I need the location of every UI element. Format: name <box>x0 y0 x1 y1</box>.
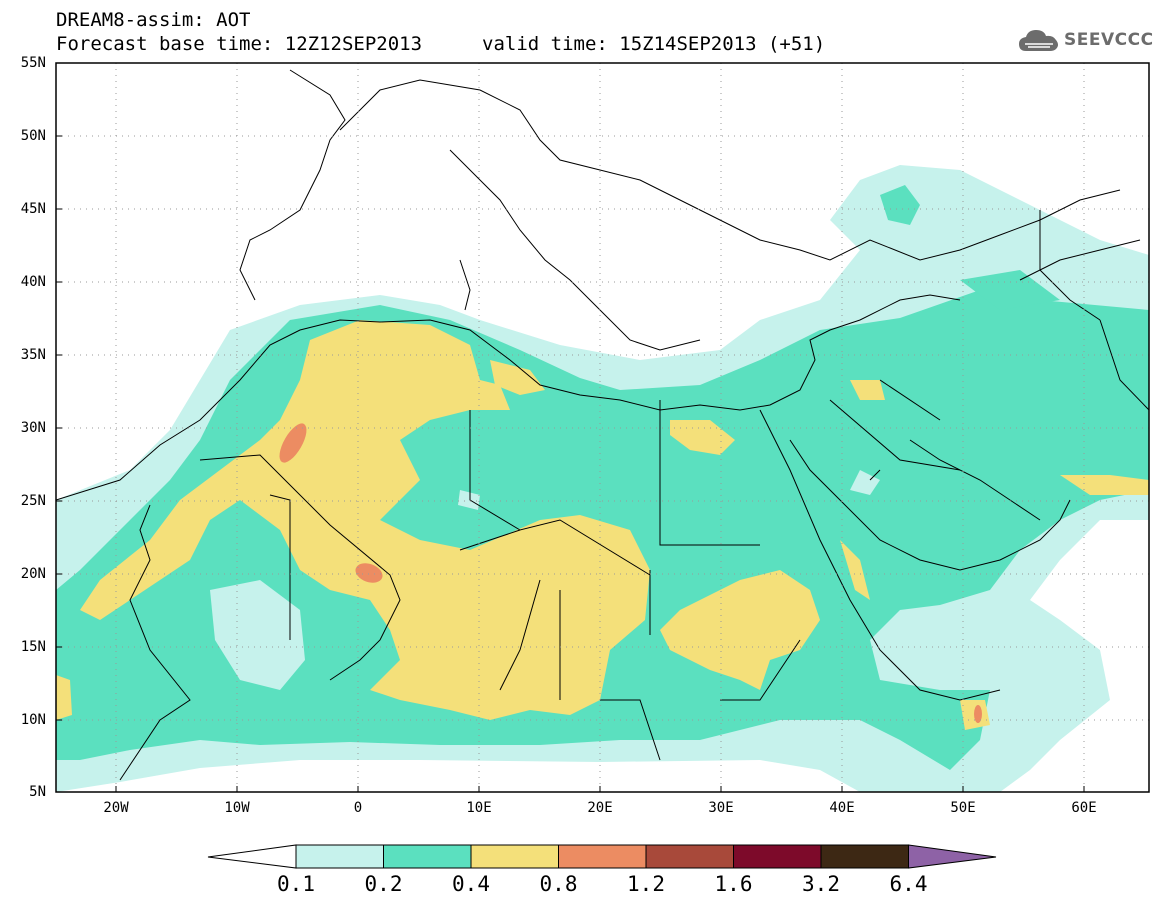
lat-label: 15N <box>20 639 46 655</box>
lon-label: 10W <box>224 800 250 816</box>
colorbar-bin <box>383 844 472 869</box>
aot-0.1-0.2-region <box>210 580 305 690</box>
graticule <box>56 63 1149 792</box>
colorbar-bin <box>733 844 822 869</box>
lat-label: 30N <box>20 420 46 436</box>
lat-label: 5N <box>29 784 46 800</box>
aot-0.4-0.8-region <box>670 420 735 455</box>
aot-0.2-0.4-region <box>960 270 1060 310</box>
colorbar-bin <box>820 844 909 869</box>
axis-ticks <box>56 135 1085 792</box>
colorbar-label: 0.8 <box>539 872 578 896</box>
lon-label: 40E <box>829 800 855 816</box>
lon-label: 60E <box>1071 800 1097 816</box>
aot-0.1-0.2-region <box>850 470 880 495</box>
lat-label: 50N <box>20 128 46 144</box>
aot-0.8-1.2-region <box>279 423 307 463</box>
lon-label: 20W <box>103 800 129 816</box>
aot-0.8-1.2-region <box>974 705 982 723</box>
lon-label: 20E <box>587 800 613 816</box>
lat-label: 25N <box>20 493 46 509</box>
colorbar-high-arrow <box>908 844 997 869</box>
colorbar-label: 3.2 <box>802 872 840 896</box>
colorbar-label: 0.1 <box>277 872 315 896</box>
lat-label: 55N <box>20 55 46 71</box>
seevccc-logo: SEEVCCC <box>1018 25 1154 55</box>
colorbar-bin <box>295 844 384 869</box>
cloud-icon <box>1019 30 1058 51</box>
aot-0.4-0.8-region <box>80 320 650 720</box>
lon-label: 0 <box>353 800 363 816</box>
lat-label: 45N <box>20 201 46 217</box>
aot-0.2-0.4-region <box>880 185 920 225</box>
colorbar-label: 0.4 <box>452 872 490 896</box>
colorbar-bin <box>645 844 734 869</box>
aot-0.4-0.8-region <box>840 540 870 600</box>
aot-0.4-0.8-region <box>56 675 72 720</box>
colorbar-bin <box>558 844 647 869</box>
aot-0.4-0.8-region <box>1060 475 1149 495</box>
lat-label: 10N <box>20 712 46 728</box>
logo-text: SEEVCCC <box>1064 30 1154 50</box>
aot-0.1-0.2-region <box>458 490 480 510</box>
colorbar <box>207 844 997 869</box>
aot-0.8-1.2-region <box>355 563 383 583</box>
title-line-2: Forecast base time: 12Z12SEP2013 <box>56 33 423 55</box>
lat-label: 35N <box>20 347 46 363</box>
lon-label: 10E <box>466 800 492 816</box>
lon-label: 50E <box>950 800 976 816</box>
valid-time: valid time: 15Z14SEP2013 (+51) <box>482 33 826 55</box>
lat-label: 40N <box>20 274 46 290</box>
aot-0.4-0.8-region <box>660 570 820 690</box>
title-line-1: DREAM8-assim: AOT <box>56 9 251 31</box>
aot-0.4-0.8-region <box>850 380 885 400</box>
colorbar-low-arrow <box>207 844 297 869</box>
lat-label: 20N <box>20 566 46 582</box>
colorbar-bin <box>470 844 559 869</box>
colorbar-label: 0.2 <box>364 872 403 896</box>
colorbar-label: 1.2 <box>627 872 665 896</box>
colorbar-label: 1.6 <box>714 872 753 896</box>
colorbar-label: 6.4 <box>889 872 928 896</box>
coastline-borders <box>56 69 1149 781</box>
lon-label: 30E <box>708 800 734 816</box>
aot-0.4-0.8-region <box>490 360 545 395</box>
